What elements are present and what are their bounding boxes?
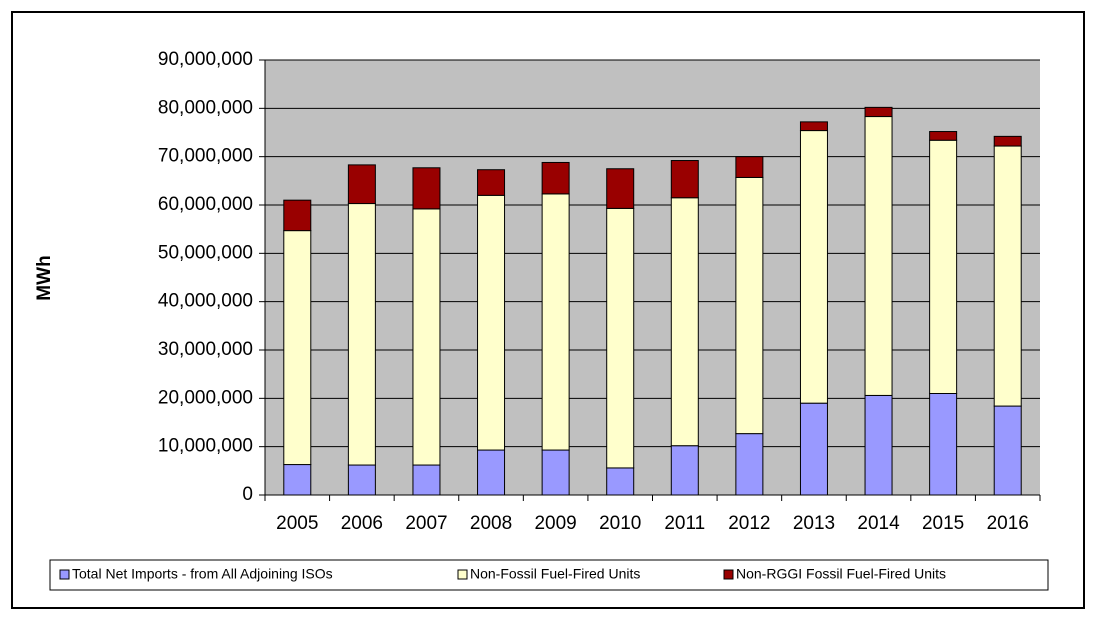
bar-segment (283, 230, 312, 466)
bar-segment (412, 208, 441, 466)
bar-segment (477, 194, 506, 451)
bar-segment (347, 464, 376, 496)
bar-segment (670, 160, 699, 199)
legend-label: Non-Fossil Fuel-Fired Units (470, 566, 640, 582)
y-tick-label: 40,000,000 (158, 291, 253, 312)
legend-box (49, 559, 1049, 591)
bar-segment (864, 116, 893, 396)
bar-segment (347, 164, 376, 205)
bar-segment (477, 449, 506, 496)
bar-segment (541, 161, 570, 195)
x-tick-label: 2008 (470, 513, 512, 534)
bar-segment (283, 464, 312, 496)
bar-segment (864, 394, 893, 496)
bar-segment (735, 433, 764, 496)
x-tick-label: 2006 (341, 513, 383, 534)
bar-segment (606, 168, 635, 209)
y-tick-label: 10,000,000 (158, 436, 253, 457)
y-tick-label: 70,000,000 (158, 146, 253, 167)
bar-segment (799, 121, 828, 132)
bar-segment (993, 135, 1022, 147)
plot-area (265, 60, 1040, 495)
bar-segment (412, 167, 441, 210)
bar-segment (606, 467, 635, 496)
y-tick-label: 80,000,000 (158, 97, 253, 118)
legend-label: Non-RGGI Fossil Fuel-Fired Units (736, 566, 946, 582)
bar-segment (735, 156, 764, 178)
bar-segment (347, 203, 376, 466)
x-tick-label: 2010 (599, 513, 641, 534)
bar-segment (993, 405, 1022, 496)
x-tick-label: 2014 (857, 513, 900, 534)
x-tick-label: 2016 (987, 513, 1029, 534)
bar-segment (929, 393, 958, 496)
legend-swatch (723, 569, 734, 580)
x-tick-label: 2011 (664, 513, 705, 534)
legend-swatch (457, 569, 468, 580)
x-tick-label: 2015 (922, 513, 964, 534)
bar-segment (412, 464, 441, 496)
bar-segment (541, 449, 570, 496)
legend-label: Total Net Imports - from All Adjoining I… (72, 566, 333, 582)
bar-segment (799, 130, 828, 404)
bar-segment (541, 193, 570, 451)
x-tick-label: 2009 (534, 513, 576, 534)
bar-segment (283, 199, 312, 232)
y-tick-label: 0 (242, 484, 253, 505)
y-tick-label: 90,000,000 (158, 49, 253, 70)
y-tick-label: 50,000,000 (158, 242, 253, 263)
y-tick-label: 20,000,000 (158, 387, 253, 408)
y-tick-label: 30,000,000 (158, 339, 253, 360)
legend-swatch (59, 569, 70, 580)
bar-segment (993, 145, 1022, 407)
x-tick-label: 2007 (405, 513, 447, 534)
bar-segment (929, 139, 958, 394)
bar-segment (929, 131, 958, 141)
bar-segment (799, 402, 828, 496)
bar-segment (670, 197, 699, 447)
bar-segment (606, 207, 635, 469)
y-axis-label: MWh (34, 255, 55, 300)
bar-segment (864, 106, 893, 118)
bar-segment (477, 169, 506, 196)
x-tick-label: 2005 (276, 513, 318, 534)
bar-segment (735, 176, 764, 435)
bar-segment (670, 445, 699, 496)
x-tick-label: 2012 (728, 513, 770, 534)
y-tick-label: 60,000,000 (158, 194, 253, 215)
x-tick-label: 2013 (793, 513, 835, 534)
